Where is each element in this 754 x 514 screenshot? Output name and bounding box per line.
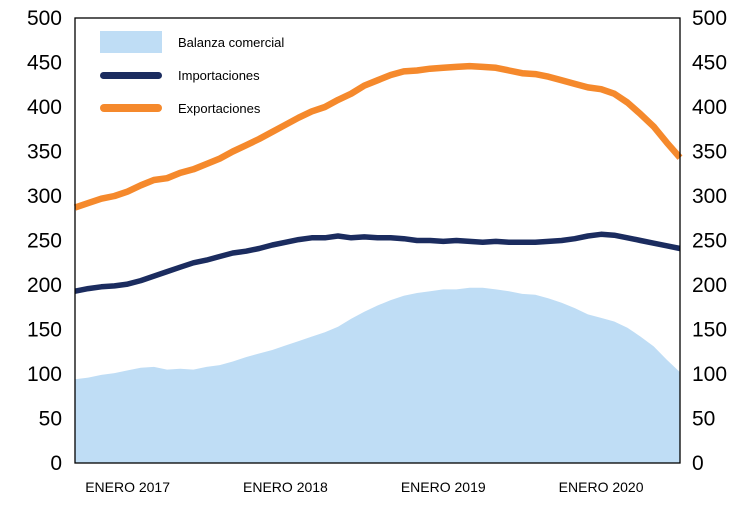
y-axis-tick-label-right: 500	[692, 7, 727, 30]
x-axis-tick-label: ENERO 2017	[85, 479, 170, 495]
y-axis-tick-label-left: 200	[27, 274, 62, 297]
y-axis-tick-label-left: 150	[27, 319, 62, 342]
chart-legend: Balanza comercial Importaciones Exportac…	[100, 30, 284, 120]
y-axis-tick-label-right: 0	[692, 452, 704, 475]
y-axis-tick-label-left: 50	[39, 408, 62, 431]
y-axis-tick-label-right: 150	[692, 319, 727, 342]
y-axis-tick-label-right: 250	[692, 230, 727, 253]
x-axis-tick-label: ENERO 2018	[243, 479, 328, 495]
legend-item-importaciones: Importaciones	[100, 63, 284, 87]
exportaciones-line-series	[73, 62, 683, 211]
y-axis-tick-label-right: 350	[692, 141, 727, 164]
y-axis-tick-label-right: 200	[692, 274, 727, 297]
legend-label-importaciones: Importaciones	[178, 67, 260, 83]
plot-border	[74, 17, 681, 464]
x-axis-tick-label: ENERO 2019	[401, 479, 486, 495]
y-axis-tick-label-left: 400	[27, 96, 62, 119]
y-axis-tick-label-right: 400	[692, 96, 727, 119]
y-axis-tick-label-left: 0	[50, 452, 62, 475]
importaciones-line-swatch-icon	[100, 71, 162, 79]
y-axis-tick-label-left: 450	[27, 52, 62, 75]
legend-label-balanza: Balanza comercial	[178, 34, 285, 50]
legend-label-exportaciones: Exportaciones	[178, 100, 261, 116]
y-axis-tick-label-left: 250	[27, 230, 62, 253]
y-axis-tick-label-right: 450	[692, 52, 727, 75]
importaciones-line-series	[74, 231, 681, 294]
y-axis-tick-label-left: 350	[27, 141, 62, 164]
y-axis-tick-label-left: 300	[27, 185, 62, 208]
y-axis-tick-label-right: 300	[692, 185, 727, 208]
y-axis-tick-label-left: 100	[27, 363, 62, 386]
y-axis-tick-label-right: 100	[692, 363, 727, 386]
y-axis-tick-label-right: 50	[692, 408, 715, 431]
legend-item-balanza: Balanza comercial	[100, 30, 284, 54]
x-axis-tick-label: ENERO 2020	[559, 479, 644, 495]
balanza-area-series	[75, 287, 680, 463]
legend-item-exportaciones: Exportaciones	[100, 96, 284, 120]
y-axis-tick-label-left: 500	[27, 7, 62, 30]
balanza-area-swatch-icon	[100, 31, 162, 53]
exportaciones-line-swatch-icon	[100, 104, 162, 112]
